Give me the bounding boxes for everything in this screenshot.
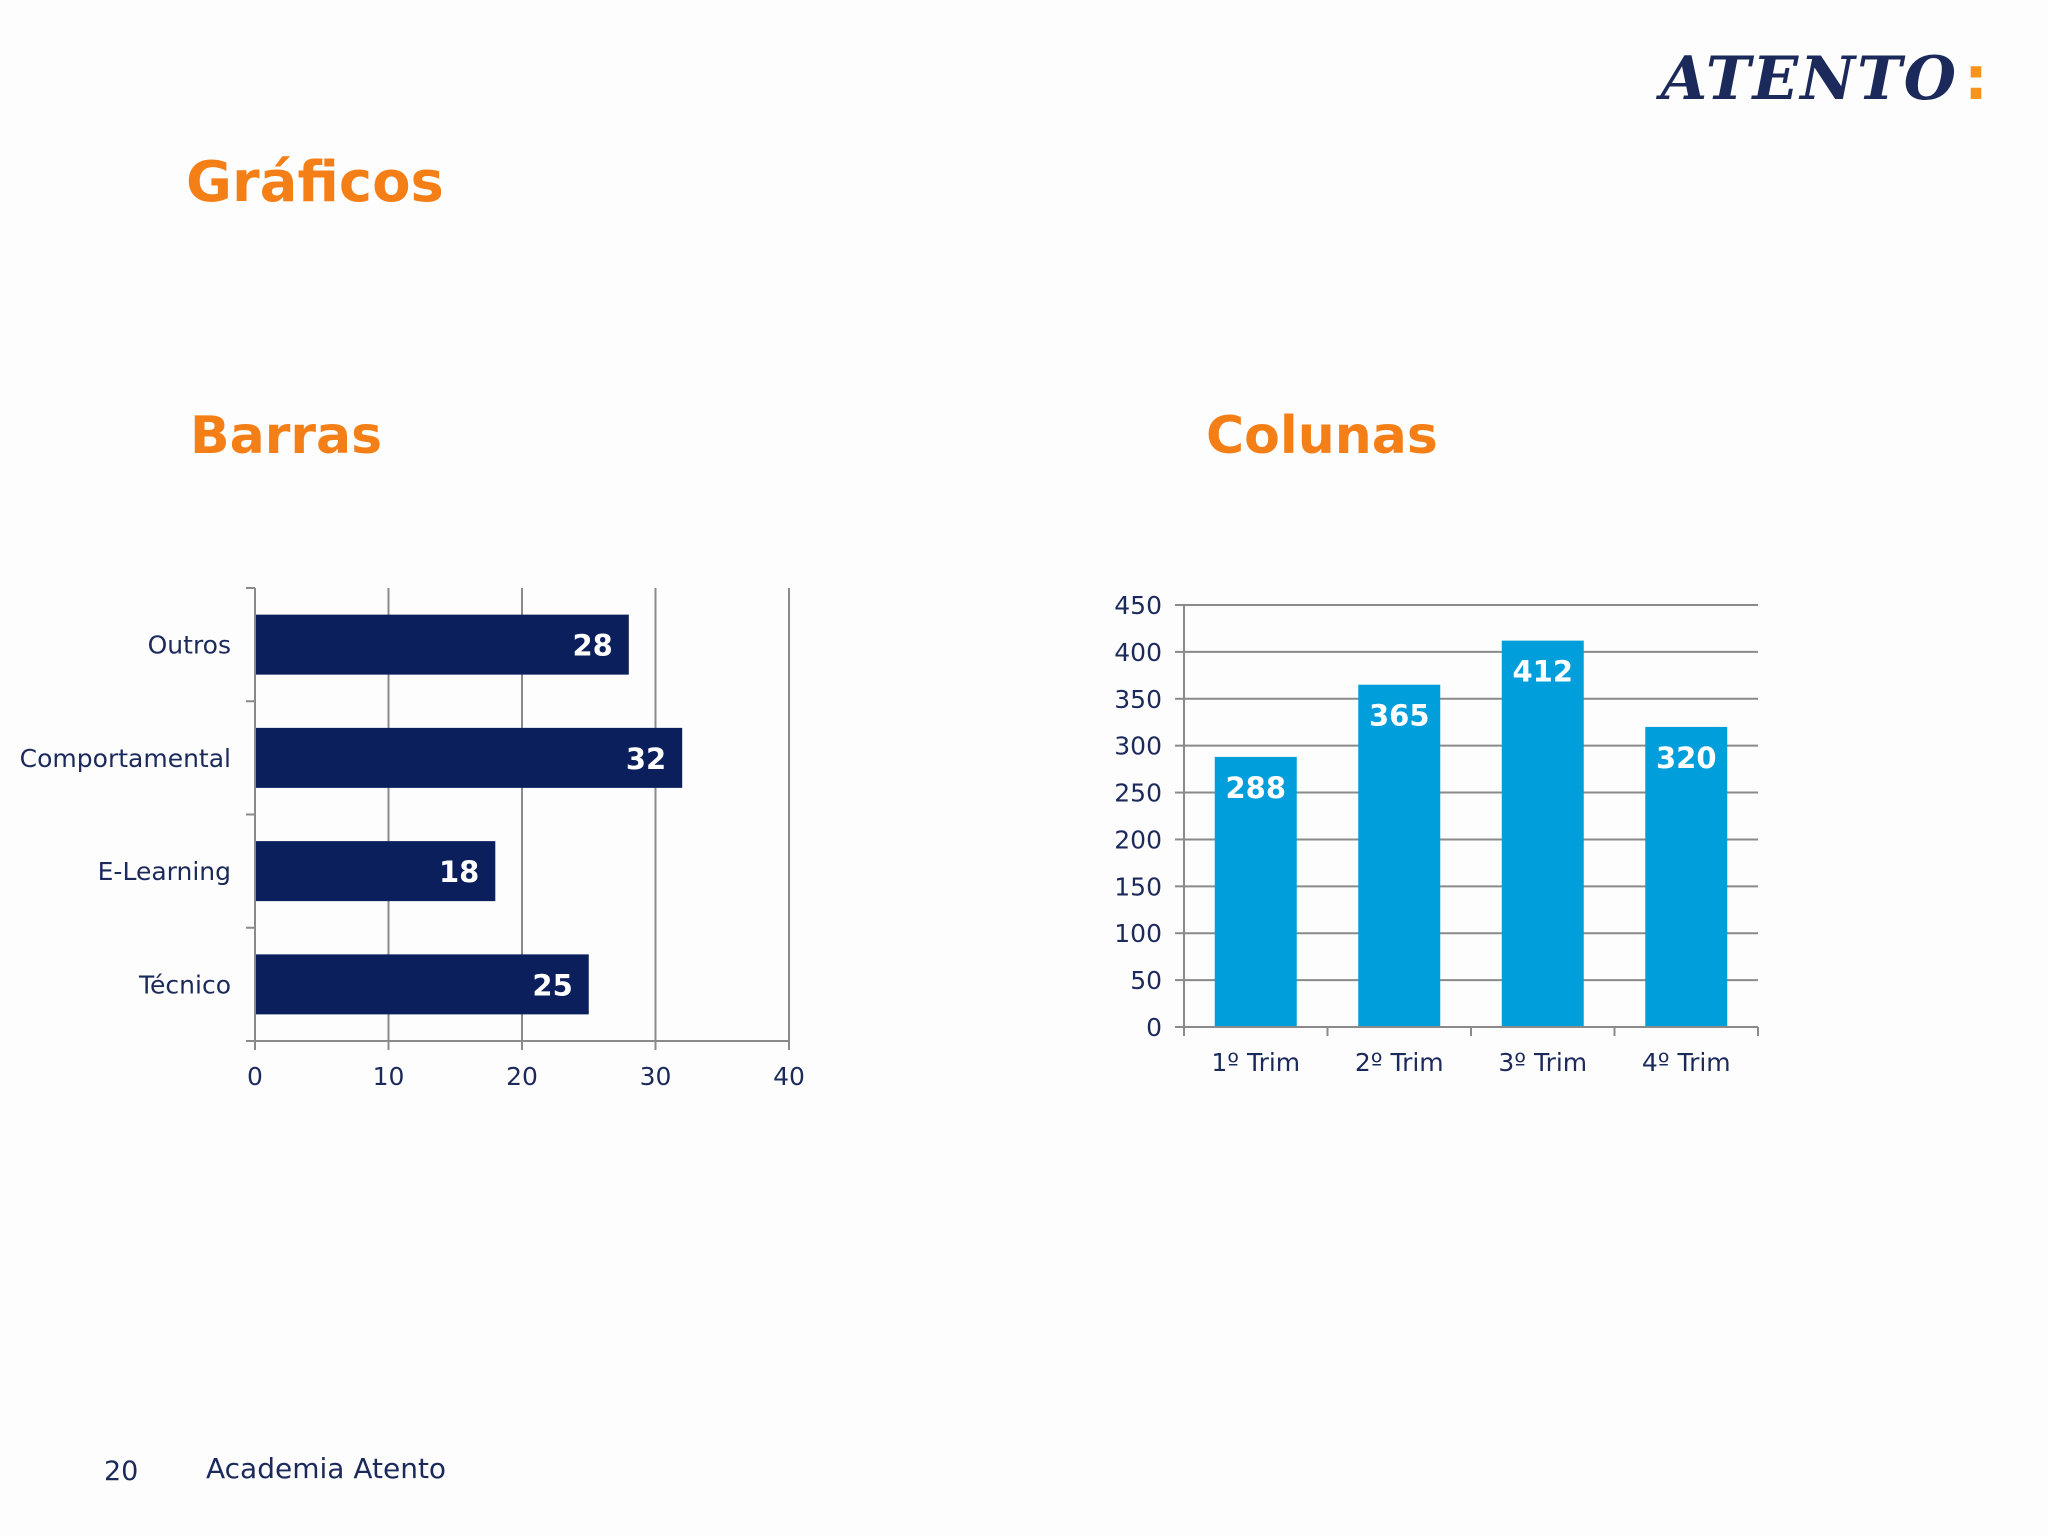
column-y-tick-label: 350 xyxy=(1114,685,1162,714)
column-category-label: 1º Trim xyxy=(1211,1048,1300,1077)
bar-x-tick-label: 40 xyxy=(773,1062,805,1091)
bar-x-tick-label: 0 xyxy=(247,1062,263,1091)
page-title: Gráficos xyxy=(186,150,444,215)
column-y-tick-label: 300 xyxy=(1114,732,1162,761)
bar-x-tick-label: 10 xyxy=(373,1062,405,1091)
footer-text: Academia Atento xyxy=(206,1452,447,1485)
column-value-label: 320 xyxy=(1656,741,1717,775)
bar-x-tick-label: 20 xyxy=(506,1062,538,1091)
bar-category-label: Comportamental xyxy=(20,744,231,773)
atento-logo: ATENTO : xyxy=(1661,44,1988,114)
bar-value-label: 18 xyxy=(439,855,479,889)
column-y-tick-label: 450 xyxy=(1114,591,1162,620)
column-category-label: 4º Trim xyxy=(1642,1048,1731,1077)
column-y-tick-label: 200 xyxy=(1114,825,1162,854)
column-category-label: 3º Trim xyxy=(1498,1048,1587,1077)
bar-chart-title: Barras xyxy=(190,406,383,466)
column xyxy=(1358,684,1441,1026)
column-chart-title: Colunas xyxy=(1206,406,1438,466)
logo-colon: : xyxy=(1964,44,1988,114)
bar xyxy=(256,954,589,1015)
bar-category-label: Outros xyxy=(148,631,231,660)
column-value-label: 288 xyxy=(1225,771,1286,805)
column xyxy=(1214,756,1297,1026)
column-y-tick-label: 0 xyxy=(1146,1013,1162,1042)
column-y-tick-label: 100 xyxy=(1114,919,1162,948)
column-y-tick-label: 150 xyxy=(1114,872,1162,901)
column-y-tick-label: 50 xyxy=(1130,966,1162,995)
bar-value-label: 25 xyxy=(532,968,572,1002)
bar-category-label: E-Learning xyxy=(98,857,231,886)
column xyxy=(1501,640,1584,1026)
page-number: 20 xyxy=(104,1456,139,1487)
column-y-tick-label: 250 xyxy=(1114,779,1162,808)
column-value-label: 365 xyxy=(1369,699,1430,733)
bar xyxy=(256,614,629,675)
column-y-tick-label: 400 xyxy=(1114,638,1162,667)
logo-wordmark: ATENTO xyxy=(1660,44,1958,114)
bar xyxy=(256,841,496,902)
bar xyxy=(256,727,683,788)
bar-value-label: 28 xyxy=(572,629,612,663)
bar-x-tick-label: 30 xyxy=(640,1062,672,1091)
bar-value-label: 32 xyxy=(626,742,666,776)
column xyxy=(1645,726,1728,1026)
bar-category-label: Técnico xyxy=(138,970,231,999)
column-value-label: 412 xyxy=(1512,655,1573,689)
column-category-label: 2º Trim xyxy=(1355,1048,1444,1077)
